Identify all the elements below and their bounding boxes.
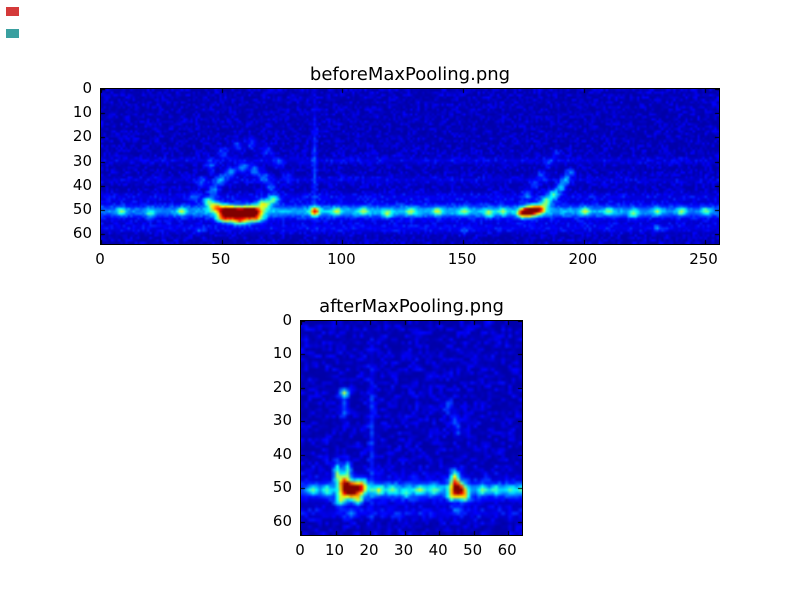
before-max-pooling-heatmap bbox=[100, 88, 720, 245]
x-tick-label-before: 0 bbox=[95, 250, 105, 268]
after-max-pooling-heatmap bbox=[300, 320, 523, 536]
chart-title-before-max-pooling: beforeMaxPooling.png bbox=[309, 64, 511, 85]
x-tick-label-before: 250 bbox=[689, 250, 718, 268]
x-tick-label-before: 50 bbox=[211, 250, 231, 268]
y-tick-label-before: 60 bbox=[72, 224, 92, 243]
y-tick-label-after: 60 bbox=[272, 511, 292, 530]
x-tick-label-after: 0 bbox=[295, 541, 305, 559]
y-tick-label-before: 10 bbox=[72, 103, 92, 122]
x-tick-label-before: 150 bbox=[447, 250, 477, 268]
y-tick-label-after: 10 bbox=[272, 344, 292, 363]
x-tick-label-before: 100 bbox=[327, 250, 356, 268]
y-tick-label-before: 50 bbox=[72, 200, 92, 219]
x-tick-label-after: 50 bbox=[463, 541, 483, 559]
x-tick-label-after: 20 bbox=[359, 541, 379, 559]
screen-artifact-teal-mark bbox=[6, 29, 19, 38]
x-tick-label-after: 30 bbox=[394, 541, 414, 559]
y-tick-label-after: 0 bbox=[282, 311, 292, 329]
y-tick-label-before: 30 bbox=[72, 151, 92, 170]
y-tick-label-after: 50 bbox=[272, 478, 292, 497]
y-tick-label-after: 30 bbox=[272, 411, 292, 430]
chart-title-after-max-pooling: afterMaxPooling.png bbox=[319, 296, 504, 317]
screen-artifact-red-mark bbox=[6, 7, 19, 16]
x-tick-label-after: 40 bbox=[428, 541, 448, 559]
x-tick-label-before: 200 bbox=[568, 250, 598, 268]
y-tick-label-after: 40 bbox=[272, 444, 292, 463]
y-tick-label-before: 0 bbox=[82, 79, 92, 97]
y-tick-label-before: 20 bbox=[72, 127, 92, 146]
x-tick-label-after: 60 bbox=[497, 541, 517, 559]
x-tick-label-after: 10 bbox=[324, 541, 345, 559]
y-tick-label-after: 20 bbox=[272, 377, 292, 396]
y-tick-label-before: 40 bbox=[72, 175, 92, 194]
